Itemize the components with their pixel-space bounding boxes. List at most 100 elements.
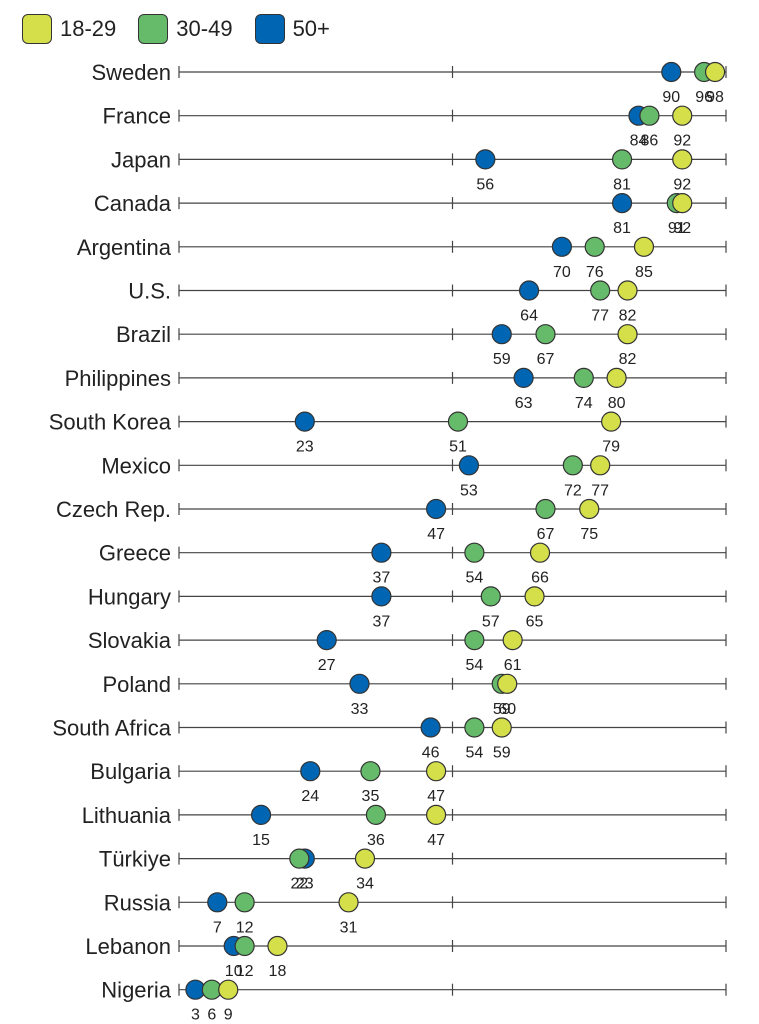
data-label: 47	[427, 832, 445, 849]
data-label: 98	[706, 89, 724, 106]
data-label: 90	[662, 89, 680, 106]
legend-swatch	[22, 14, 52, 44]
data-label: 12	[236, 963, 254, 980]
data-label: 23	[296, 439, 314, 456]
data-point	[672, 193, 693, 214]
country-row: Brazil 59 67 82	[116, 322, 727, 368]
country-label: Poland	[102, 672, 171, 697]
legend-swatch	[138, 14, 169, 44]
data-label: 79	[602, 439, 620, 456]
data-point	[425, 498, 447, 520]
data-point	[234, 935, 255, 957]
data-point	[365, 804, 387, 826]
data-label: 9	[224, 1007, 233, 1024]
data-label: 54	[465, 745, 483, 762]
data-label: 85	[635, 264, 653, 281]
data-point	[672, 149, 693, 170]
data-label: 72	[564, 482, 582, 499]
data-label: 47	[427, 788, 445, 805]
data-point	[349, 673, 370, 694]
data-point	[704, 61, 726, 83]
data-label: 59	[493, 351, 511, 368]
data-point	[551, 236, 573, 257]
data-point	[502, 629, 523, 651]
data-point	[562, 455, 583, 476]
country-label: Russia	[104, 890, 172, 915]
data-point	[590, 455, 611, 476]
data-point	[601, 411, 622, 432]
data-point	[371, 542, 392, 563]
data-label: 27	[318, 657, 336, 674]
country-label: Greece	[99, 541, 171, 566]
legend-label: 18-29	[60, 16, 117, 41]
country-label: Philippines	[65, 366, 171, 391]
data-point	[300, 761, 321, 782]
country-label: South Korea	[49, 410, 172, 435]
data-label: 51	[449, 439, 467, 456]
data-point	[234, 892, 255, 913]
data-point	[579, 498, 600, 520]
data-label: 92	[673, 133, 691, 150]
country-label: Brazil	[116, 322, 171, 347]
data-label: 36	[367, 832, 385, 849]
data-point	[464, 629, 485, 651]
data-point	[611, 193, 633, 214]
country-row: Japan 56 81 92	[111, 147, 727, 193]
data-point	[661, 61, 682, 83]
data-label: 23	[296, 876, 314, 893]
country-row: South Africa 46 54 59	[52, 716, 727, 762]
country-row: Bulgaria 24 35 47	[90, 759, 727, 805]
data-label: 53	[460, 482, 478, 499]
data-label: 92	[673, 220, 691, 237]
country-label: Hungary	[88, 584, 171, 609]
data-label: 34	[356, 876, 374, 893]
data-point	[491, 324, 512, 345]
data-label: 3	[191, 1007, 200, 1024]
data-point	[289, 848, 310, 869]
country-label: Bulgaria	[90, 759, 171, 784]
data-point	[497, 673, 518, 694]
data-point	[524, 586, 545, 607]
legend-item: 50+	[254, 14, 330, 44]
country-row: Hungary 37 57 65	[88, 584, 727, 630]
data-label: 67	[537, 351, 555, 368]
data-label: 66	[531, 570, 549, 587]
data-label: 59	[493, 701, 511, 718]
data-label: 86	[641, 133, 659, 150]
data-label: 92	[673, 176, 691, 193]
country-label: Lithuania	[82, 803, 172, 828]
data-label: 24	[301, 788, 319, 805]
data-point	[360, 761, 381, 782]
data-point	[464, 717, 485, 738]
country-row: South Korea 23 51 79	[49, 410, 727, 456]
data-point	[584, 236, 605, 257]
data-point	[218, 979, 239, 1000]
country-label: France	[103, 104, 171, 129]
data-label: 77	[591, 308, 609, 325]
country-label: U.S.	[128, 279, 171, 304]
data-point	[447, 411, 469, 432]
data-label: 31	[340, 919, 358, 936]
data-point	[573, 367, 594, 388]
country-label: Türkiye	[99, 847, 171, 872]
country-label: Mexico	[101, 453, 171, 478]
data-label: 10	[225, 963, 243, 980]
country-label: Argentina	[77, 235, 172, 260]
data-label: 65	[526, 613, 544, 630]
data-point	[617, 324, 638, 345]
data-point	[639, 105, 660, 126]
data-point	[606, 367, 627, 388]
data-point	[458, 455, 480, 476]
data-point	[529, 542, 551, 563]
data-point	[672, 105, 693, 126]
data-label: 54	[465, 570, 483, 587]
data-label: 7	[213, 919, 222, 936]
data-label: 74	[575, 395, 593, 412]
country-row: Russia 7 12 31	[104, 890, 727, 936]
data-point	[250, 804, 272, 826]
data-label: 33	[351, 701, 369, 718]
